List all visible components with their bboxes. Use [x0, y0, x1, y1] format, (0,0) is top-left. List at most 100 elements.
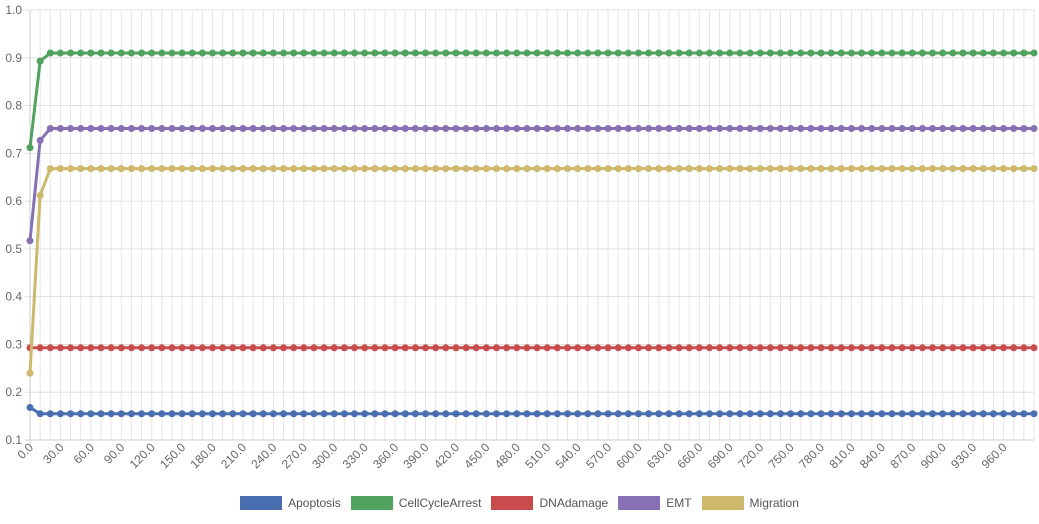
data-point-migration: [188, 165, 196, 173]
data-point-dnadamage: [280, 344, 288, 352]
data-point-dnadamage: [989, 344, 997, 352]
data-point-apoptosis: [371, 410, 379, 418]
data-point-apoptosis: [422, 410, 430, 418]
data-point-apoptosis: [584, 410, 592, 418]
data-point-apoptosis: [482, 410, 490, 418]
data-point-migration: [472, 165, 480, 173]
data-point-cellcyclearrest: [624, 49, 632, 57]
data-point-apoptosis: [989, 410, 997, 418]
data-point-cellcyclearrest: [127, 49, 135, 57]
x-tick-label: 90.0: [101, 440, 128, 467]
data-point-migration: [817, 165, 825, 173]
x-tick-label: 60.0: [71, 440, 98, 467]
data-point-cellcyclearrest: [280, 49, 288, 57]
data-point-migration: [482, 165, 490, 173]
data-point-emt: [1000, 124, 1008, 132]
data-point-migration: [361, 165, 369, 173]
data-point-migration: [797, 165, 805, 173]
data-point-cellcyclearrest: [148, 49, 156, 57]
data-point-emt: [442, 124, 450, 132]
data-point-dnadamage: [371, 344, 379, 352]
data-point-emt: [787, 124, 795, 132]
data-point-cellcyclearrest: [827, 49, 835, 57]
data-point-migration: [229, 165, 237, 173]
legend-item-dnadamage[interactable]: DNAdamage: [491, 496, 608, 510]
data-point-apoptosis: [797, 410, 805, 418]
data-point-apoptosis: [817, 410, 825, 418]
data-point-apoptosis: [138, 410, 146, 418]
series-migration: [26, 165, 1038, 377]
data-point-dnadamage: [1030, 344, 1038, 352]
data-point-emt: [97, 124, 105, 132]
data-point-migration: [46, 165, 54, 173]
legend-item-emt[interactable]: EMT: [618, 496, 692, 510]
data-point-cellcyclearrest: [340, 49, 348, 57]
data-point-migration: [716, 165, 724, 173]
data-point-dnadamage: [939, 344, 947, 352]
data-point-emt: [462, 124, 470, 132]
data-point-cellcyclearrest: [979, 49, 987, 57]
series-line-emt: [28, 126, 1034, 241]
data-point-dnadamage: [685, 344, 693, 352]
legend-item-migration[interactable]: Migration: [701, 496, 799, 510]
data-point-migration: [442, 165, 450, 173]
data-point-dnadamage: [503, 344, 511, 352]
data-point-emt: [624, 124, 632, 132]
data-point-apoptosis: [219, 410, 227, 418]
data-point-migration: [1010, 165, 1018, 173]
legend-swatch-dnadamage: [491, 496, 534, 510]
data-point-apoptosis: [168, 410, 176, 418]
data-point-emt: [310, 124, 318, 132]
y-tick-label: 1.0: [5, 3, 22, 17]
data-point-migration: [726, 165, 734, 173]
data-point-emt: [381, 124, 389, 132]
data-point-cellcyclearrest: [46, 49, 54, 57]
legend-item-apoptosis[interactable]: Apoptosis: [240, 496, 341, 510]
data-point-dnadamage: [665, 344, 673, 352]
data-point-emt: [422, 124, 430, 132]
data-point-apoptosis: [655, 410, 663, 418]
data-point-dnadamage: [594, 344, 602, 352]
data-point-emt: [553, 124, 561, 132]
data-point-emt: [482, 124, 490, 132]
data-point-dnadamage: [756, 344, 764, 352]
data-point-dnadamage: [290, 344, 298, 352]
legend-item-cellcyclearrest[interactable]: CellCycleArrest: [350, 496, 481, 510]
data-point-apoptosis: [280, 410, 288, 418]
data-point-dnadamage: [300, 344, 308, 352]
data-point-migration: [634, 165, 642, 173]
data-point-dnadamage: [310, 344, 318, 352]
data-point-apoptosis: [736, 410, 744, 418]
data-point-cellcyclearrest: [219, 49, 227, 57]
data-point-migration: [320, 165, 328, 173]
data-point-migration: [280, 165, 288, 173]
data-point-migration: [97, 165, 105, 173]
data-point-dnadamage: [584, 344, 592, 352]
data-point-migration: [898, 165, 906, 173]
data-point-migration: [584, 165, 592, 173]
data-point-emt: [655, 124, 663, 132]
data-point-cellcyclearrest: [594, 49, 602, 57]
data-point-emt: [716, 124, 724, 132]
data-point-apoptosis: [127, 410, 135, 418]
data-point-migration: [807, 165, 815, 173]
data-point-emt: [351, 124, 359, 132]
data-point-emt: [259, 124, 267, 132]
data-point-emt: [675, 124, 683, 132]
data-point-cellcyclearrest: [371, 49, 379, 57]
y-tick-label: 0.6: [5, 194, 22, 208]
data-point-migration: [330, 165, 338, 173]
data-point-dnadamage: [776, 344, 784, 352]
data-point-dnadamage: [766, 344, 774, 352]
data-point-apoptosis: [776, 410, 784, 418]
data-point-emt: [138, 124, 146, 132]
data-point-cellcyclearrest: [837, 49, 845, 57]
data-point-emt: [939, 124, 947, 132]
data-point-emt: [391, 124, 399, 132]
data-point-migration: [614, 165, 622, 173]
data-point-cellcyclearrest: [574, 49, 582, 57]
data-point-migration: [219, 165, 227, 173]
data-point-migration: [776, 165, 784, 173]
data-point-apoptosis: [351, 410, 359, 418]
y-tick-label: 0.8: [5, 99, 22, 113]
